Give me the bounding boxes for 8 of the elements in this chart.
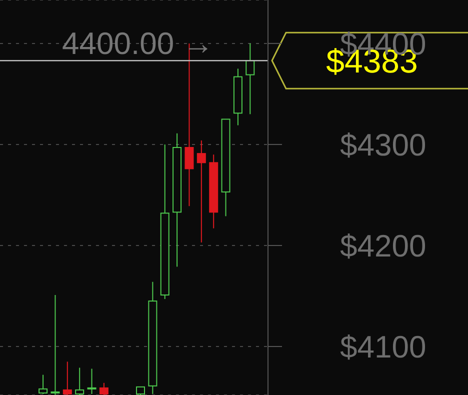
candlestick	[196, 140, 206, 243]
candlestick	[172, 132, 182, 268]
candlestick	[209, 154, 218, 229]
candlestick	[246, 42, 255, 115]
candlestick	[233, 68, 242, 126]
y-tick-label: $4300	[340, 127, 426, 162]
y-tick-label: $4200	[340, 228, 426, 264]
y-tick-label: $4100	[340, 330, 426, 365]
